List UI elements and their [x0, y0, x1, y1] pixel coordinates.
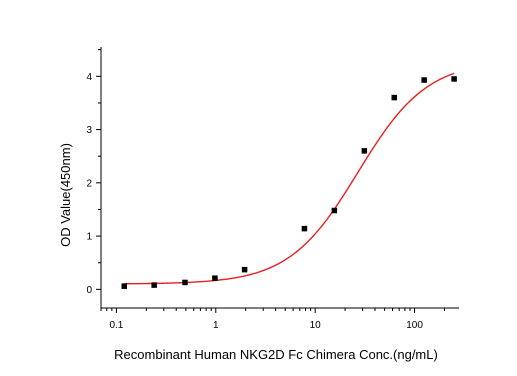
ticks: 0.1 1 10 100 0 1 2 3 4 — [86, 49, 445, 331]
y-tick-label: 2 — [86, 178, 92, 189]
data-point — [451, 76, 457, 82]
data-point — [182, 279, 188, 286]
data-points-layer — [121, 76, 457, 289]
y-tick-label: 0 — [86, 285, 92, 296]
x-tick-label: 1 — [213, 320, 219, 331]
y-tick-label: 1 — [86, 232, 92, 243]
x-tick-label: 10 — [310, 320, 322, 331]
data-point — [391, 94, 398, 101]
data-point — [361, 148, 368, 154]
y-tick-label: 4 — [86, 72, 92, 83]
x-tick-label: 100 — [406, 320, 423, 331]
data-point — [121, 283, 128, 289]
axes — [100, 47, 459, 309]
data-point — [421, 77, 427, 83]
fit-curve-layer — [124, 72, 455, 285]
x-tick-label: 0.1 — [109, 320, 123, 331]
data-point — [331, 207, 338, 214]
data-point — [151, 282, 157, 288]
data-point — [301, 225, 308, 232]
data-point — [241, 266, 248, 273]
fit-curve — [124, 72, 455, 285]
y-tick-label: 3 — [86, 125, 92, 136]
data-point — [212, 275, 218, 281]
x-axis-title: Recombinant Human NKG2D Fc Chimera Conc.… — [114, 347, 438, 362]
y-axis-title: OD Value(450nm) — [58, 143, 73, 247]
